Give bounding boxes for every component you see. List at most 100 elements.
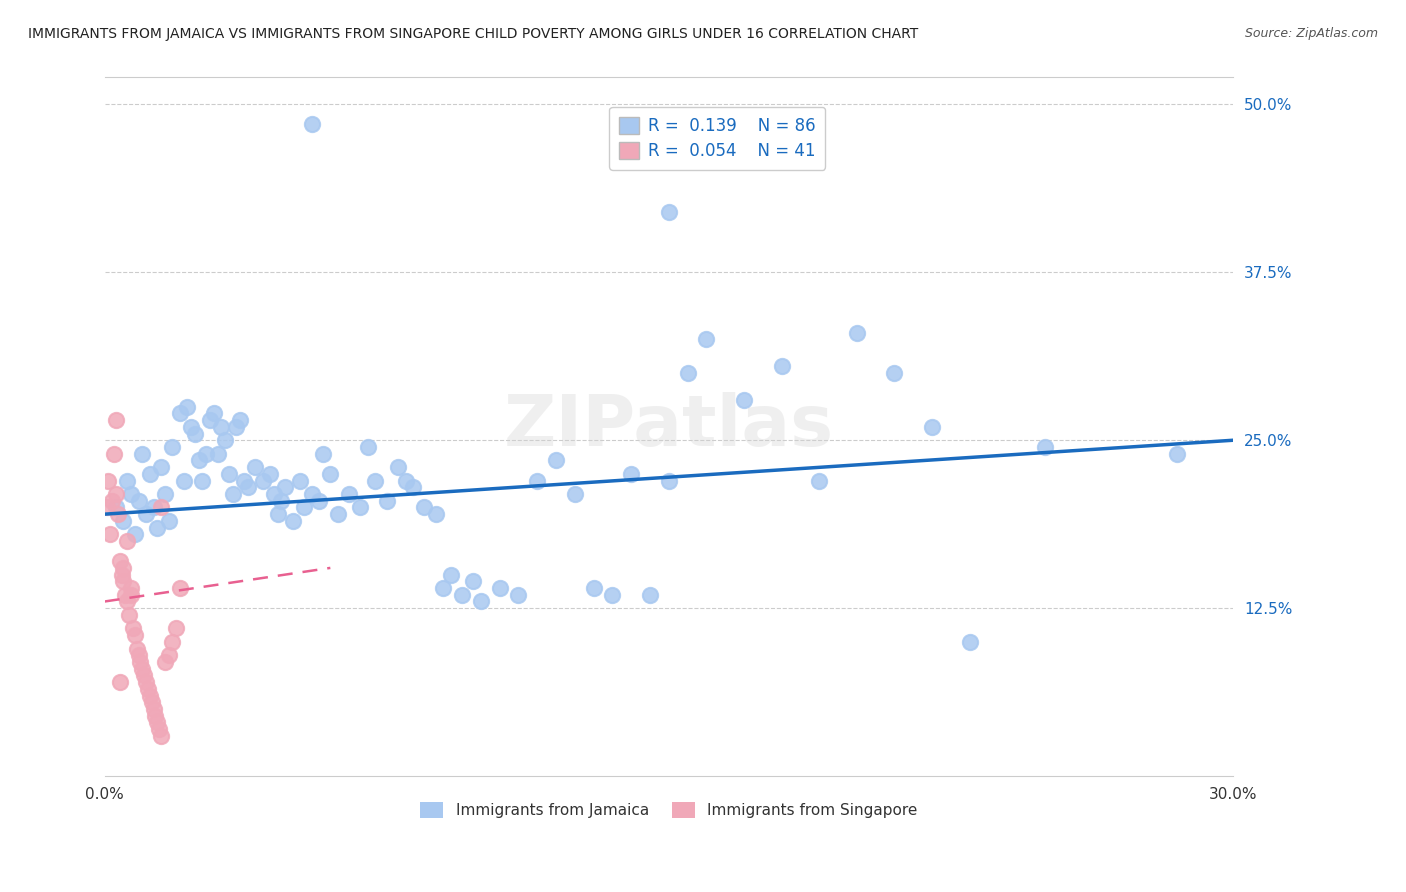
Point [162, 440, 184, 454]
Point [135, 675, 157, 690]
Point [301, 118, 323, 132]
Point [301, 487, 323, 501]
Point [104, 413, 127, 427]
Point [602, 588, 624, 602]
Point [110, 567, 132, 582]
Point [326, 507, 349, 521]
Point [120, 487, 142, 501]
Text: IMMIGRANTS FROM JAMAICA VS IMMIGRANTS FROM SINGAPORE CHILD POVERTY AMONG GIRLS U: IMMIGRANTS FROM JAMAICA VS IMMIGRANTS FR… [28, 27, 918, 41]
Point [921, 419, 943, 434]
Point [1033, 440, 1056, 454]
Point [142, 702, 165, 716]
Text: ZIPatlas: ZIPatlas [503, 392, 834, 461]
Point [263, 487, 285, 501]
Point [125, 641, 148, 656]
Point [150, 460, 173, 475]
Point [770, 359, 793, 374]
Point [112, 514, 135, 528]
Point [225, 419, 247, 434]
Point [290, 474, 312, 488]
Point [169, 581, 191, 595]
Point [375, 493, 398, 508]
Point [139, 689, 162, 703]
Point [108, 554, 131, 568]
Point [128, 493, 150, 508]
Point [134, 668, 156, 682]
Point [229, 413, 252, 427]
Point [129, 655, 152, 669]
Point [148, 722, 170, 736]
Point [180, 419, 202, 434]
Point [150, 729, 173, 743]
Point [676, 366, 699, 380]
Point [1166, 447, 1188, 461]
Point [122, 621, 145, 635]
Point [638, 588, 661, 602]
Point [115, 534, 138, 549]
Point [207, 447, 229, 461]
Point [658, 474, 681, 488]
Point [198, 413, 221, 427]
Point [270, 493, 292, 508]
Point [108, 675, 131, 690]
Point [124, 527, 146, 541]
Point [959, 635, 981, 649]
Point [733, 392, 755, 407]
Point [508, 588, 530, 602]
Point [364, 474, 387, 488]
Point [195, 447, 218, 461]
Point [526, 474, 548, 488]
Point [191, 474, 214, 488]
Point [165, 621, 187, 635]
Point [658, 204, 681, 219]
Point [620, 467, 643, 481]
Point [103, 447, 125, 461]
Point [153, 655, 176, 669]
Point [221, 487, 243, 501]
Point [308, 493, 330, 508]
Point [141, 695, 163, 709]
Point [470, 594, 492, 608]
Point [232, 474, 254, 488]
Point [440, 567, 463, 582]
Point [695, 333, 717, 347]
Point [432, 581, 454, 595]
Point [173, 474, 195, 488]
Point [451, 588, 474, 602]
Legend: Immigrants from Jamaica, Immigrants from Singapore: Immigrants from Jamaica, Immigrants from… [415, 797, 924, 824]
Point [463, 574, 485, 589]
Point [162, 635, 184, 649]
Point [387, 460, 409, 475]
Point [136, 681, 159, 696]
Point [274, 480, 297, 494]
Point [120, 581, 142, 595]
Point [150, 500, 173, 515]
Point [259, 467, 281, 481]
Point [101, 493, 124, 508]
Point [402, 480, 425, 494]
Point [883, 366, 905, 380]
Point [176, 400, 198, 414]
Point [564, 487, 586, 501]
Text: Source: ZipAtlas.com: Source: ZipAtlas.com [1244, 27, 1378, 40]
Point [243, 460, 266, 475]
Point [357, 440, 380, 454]
Point [425, 507, 447, 521]
Point [845, 326, 868, 340]
Point [312, 447, 335, 461]
Point [184, 426, 207, 441]
Point [139, 467, 162, 481]
Point [115, 474, 138, 488]
Point [488, 581, 510, 595]
Point [252, 474, 274, 488]
Point [146, 520, 169, 534]
Point [292, 500, 315, 515]
Point [236, 480, 259, 494]
Point [153, 487, 176, 501]
Point [124, 628, 146, 642]
Point [145, 708, 167, 723]
Point [112, 574, 135, 589]
Point [118, 607, 141, 622]
Point [107, 507, 129, 521]
Point [104, 487, 127, 501]
